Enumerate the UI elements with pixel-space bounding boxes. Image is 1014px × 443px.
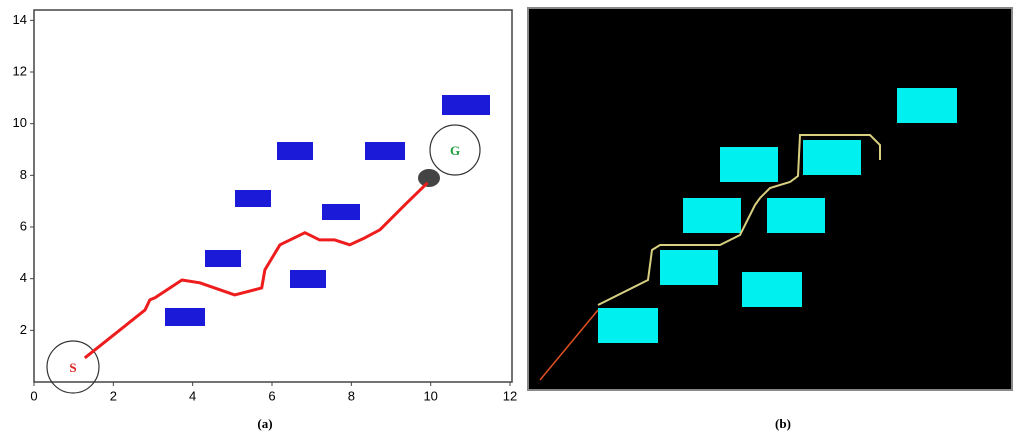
obstacle: [442, 95, 490, 115]
robot: [418, 169, 440, 187]
figure: S G (a) (b) 0 2 4 6 8 10 12 2 4 6 8 10 12 14: [0, 0, 1014, 438]
x-tick-label: 6: [268, 388, 275, 403]
obstacle: [720, 147, 778, 182]
x-tick-label: 8: [348, 388, 355, 403]
obstacle: [683, 198, 741, 233]
x-tick-label: 4: [189, 388, 196, 403]
obstacle: [897, 88, 957, 123]
x-tick-label: 0: [30, 388, 37, 403]
obstacle: [767, 198, 825, 233]
obstacle: [742, 272, 802, 307]
x-tick-label: 12: [503, 388, 517, 403]
y-tick-label: 10: [13, 115, 27, 130]
obstacle: [803, 140, 861, 175]
obstacle: [205, 250, 241, 267]
obstacle: [277, 142, 313, 160]
obstacle: [365, 142, 405, 160]
x-tick-label: 2: [110, 388, 117, 403]
obstacle: [290, 270, 326, 288]
y-tick-label: 14: [13, 12, 27, 27]
plot-frame: [34, 10, 512, 382]
obstacle: [165, 308, 205, 326]
y-tick-label: 2: [20, 322, 27, 337]
caption: (b): [775, 416, 791, 431]
goal-label: G: [450, 143, 460, 158]
y-tick-label: 4: [20, 270, 27, 285]
obstacle: [660, 250, 718, 285]
y-tick-label: 6: [20, 218, 27, 233]
obstacle: [598, 308, 658, 343]
y-tick-label: 8: [20, 167, 27, 182]
obstacle: [235, 190, 271, 207]
caption: (a): [257, 416, 272, 431]
obstacle: [322, 204, 360, 220]
x-tick-label: 10: [423, 388, 437, 403]
y-tick-label: 12: [13, 63, 27, 78]
start-label: S: [69, 360, 76, 375]
